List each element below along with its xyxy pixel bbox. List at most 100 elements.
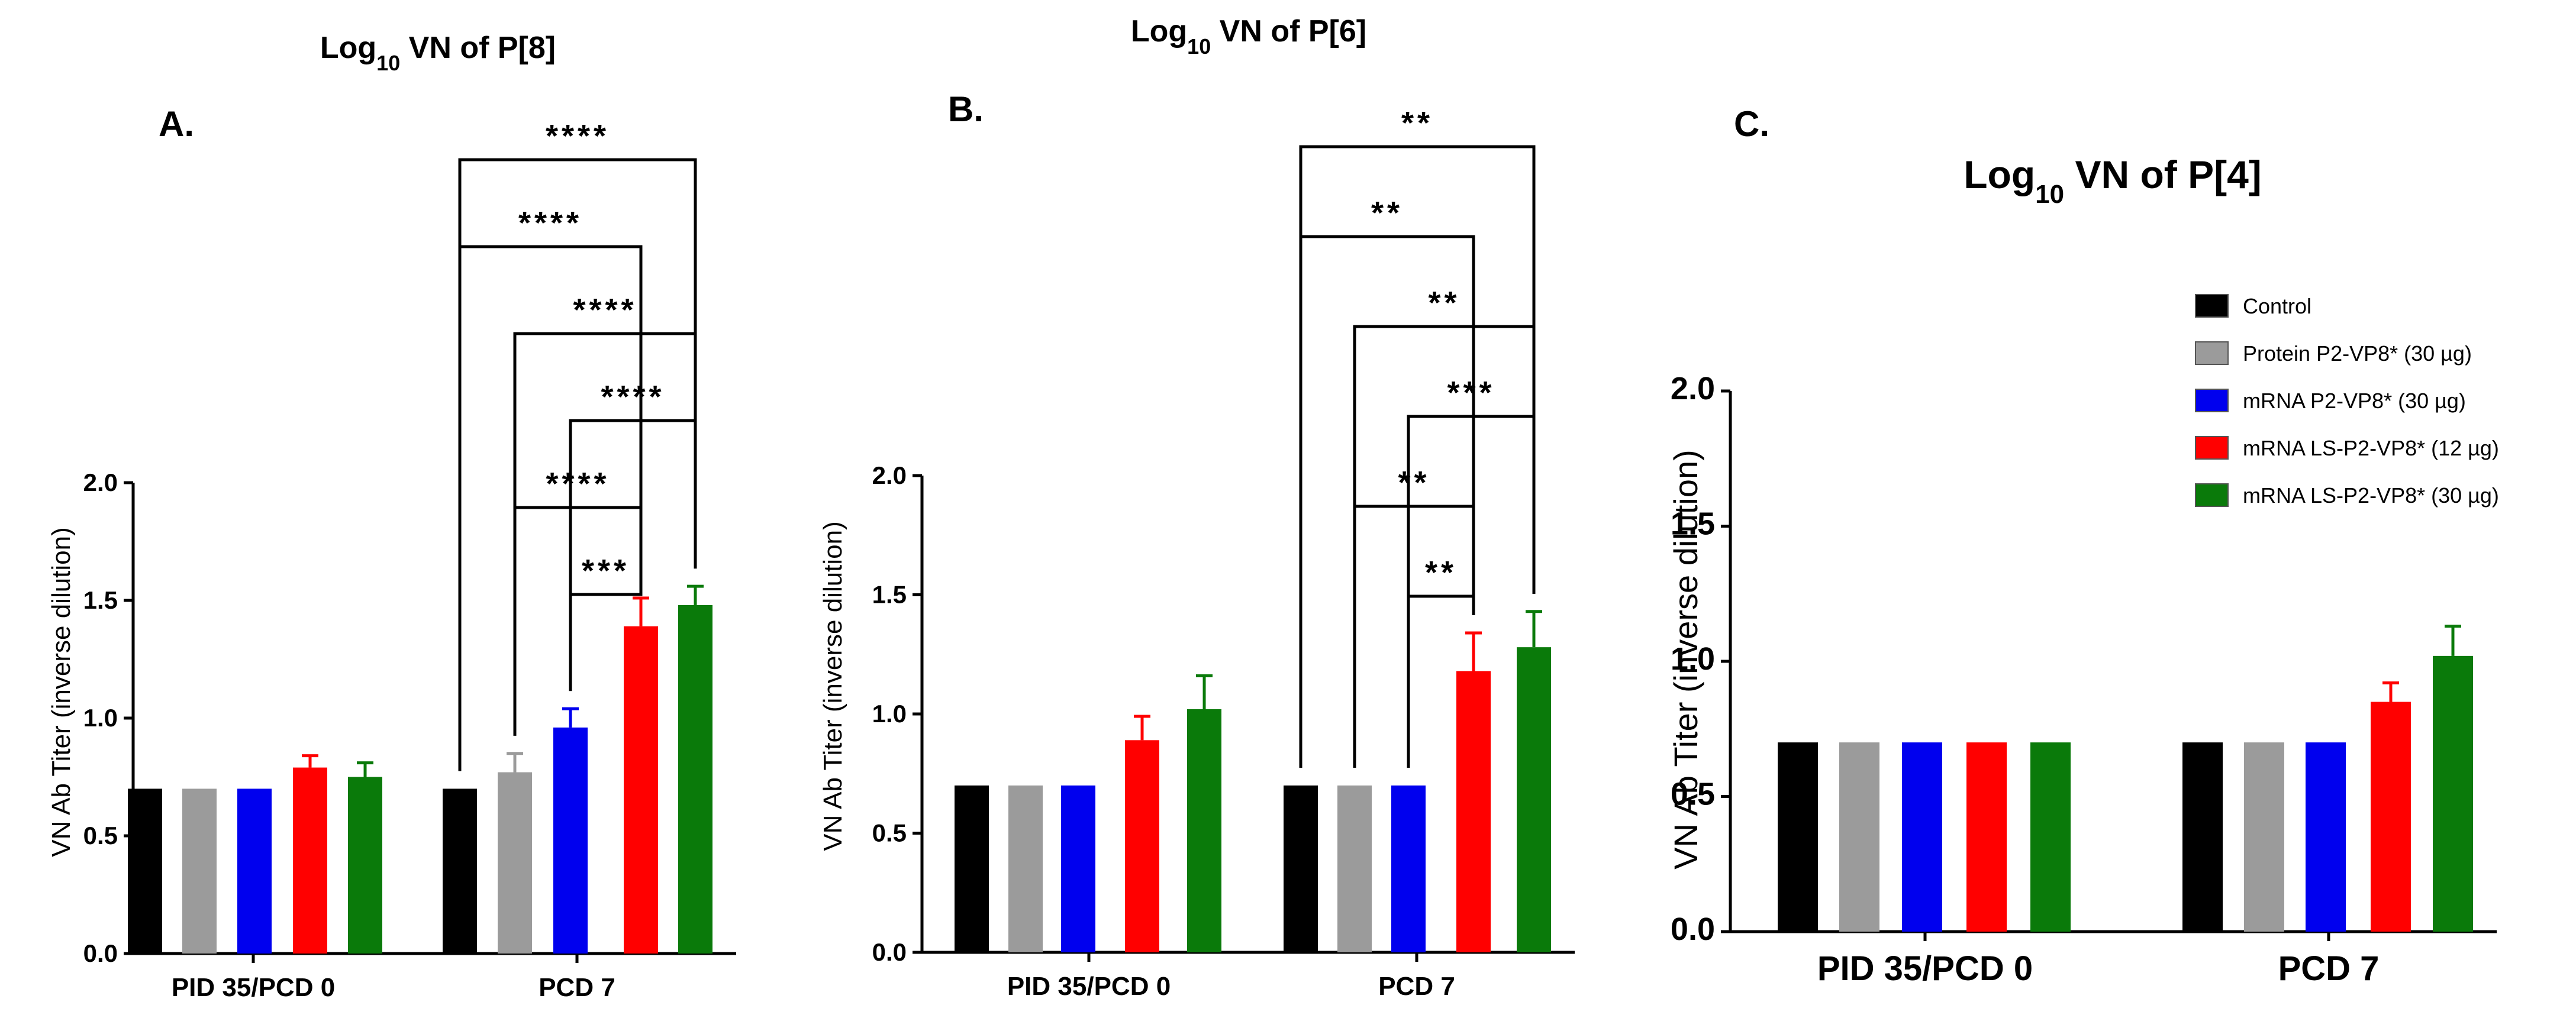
significance-stars: ** xyxy=(1371,195,1403,231)
chart-title: Log10 VN of P[4] xyxy=(1964,153,2262,209)
y-tick-label: 2.0 xyxy=(1671,371,1715,406)
chart-title: Log10 VN of P[8] xyxy=(320,31,556,75)
bar-2-1 xyxy=(1391,785,1426,952)
y-tick-label: 0.5 xyxy=(1671,777,1715,812)
bar-3-1 xyxy=(2371,702,2411,932)
legend-label: Control xyxy=(2243,294,2311,318)
panel-label: B. xyxy=(948,89,984,129)
chart-panel-c: Log10 VN of P[4] C. VN Ab Titer (inverse d… xyxy=(1667,104,2497,988)
bar-0-0 xyxy=(955,785,989,952)
significance-bracket xyxy=(1353,325,1536,768)
panel-label: C. xyxy=(1734,104,1769,144)
x-category-label: PCD 7 xyxy=(2278,949,2380,988)
bar-2-1 xyxy=(553,727,588,954)
y-axis-label: VN Ab Titer (inverse dilution) xyxy=(1667,450,1704,870)
bar-0-0 xyxy=(128,788,162,954)
significance-stars: ** xyxy=(1425,555,1457,590)
significance-stars: **** xyxy=(546,466,610,502)
bar-0-1 xyxy=(1284,785,1318,952)
y-tick-label: 0.5 xyxy=(83,822,118,849)
significance-stars: **** xyxy=(546,118,610,154)
x-category-label: PID 35/PCD 0 xyxy=(1007,972,1171,1001)
y-tick-label: 0.5 xyxy=(872,819,907,847)
significance-stars: *** xyxy=(582,553,630,589)
y-tick-label: 1.5 xyxy=(83,586,118,614)
significance-bracket xyxy=(569,419,697,691)
x-category-label: PID 35/PCD 0 xyxy=(1817,949,2033,988)
significance-bracket xyxy=(1407,594,1475,768)
significance-stars: ** xyxy=(1401,105,1433,141)
significance-bracket xyxy=(1407,415,1536,768)
legend-swatch xyxy=(2195,341,2229,365)
bar-4-0 xyxy=(2030,742,2071,932)
x-category-label: PID 35/PCD 0 xyxy=(172,973,335,1002)
bar-4-0 xyxy=(348,777,382,954)
y-tick-label: 0.0 xyxy=(872,938,907,966)
legend-swatch xyxy=(2195,436,2229,460)
significance-bracket xyxy=(513,506,643,736)
y-tick-label: 2.0 xyxy=(83,468,118,496)
chart-panel-b: Log10 VN of P[6] B. VN Ab Titer (inverse d… xyxy=(818,14,1575,1001)
bar-4-1 xyxy=(2433,655,2473,932)
bar-3-1 xyxy=(1456,671,1491,952)
chart-title-post: VN of P[4] xyxy=(2064,153,2262,196)
y-tick-label: 1.0 xyxy=(1671,641,1715,677)
chart-title-subscript: 10 xyxy=(2035,180,2064,209)
chart-title-pre: Log xyxy=(1964,153,2035,196)
bar-2-0 xyxy=(237,788,272,954)
bar-1-1 xyxy=(2244,742,2284,932)
y-tick-label: 2.0 xyxy=(872,461,907,489)
legend-label: mRNA P2-VP8* (30 µg) xyxy=(2243,389,2466,413)
bar-3-0 xyxy=(1125,740,1159,952)
y-tick-label: 1.5 xyxy=(872,581,907,609)
y-tick-label: 0.0 xyxy=(83,939,118,967)
chart-title-pre: Log xyxy=(320,31,376,65)
bar-4-1 xyxy=(678,605,712,954)
bar-3-1 xyxy=(624,626,658,954)
y-tick-label: 0.0 xyxy=(1671,912,1715,947)
significance-bracket xyxy=(569,580,643,691)
legend-label: mRNA LS-P2-VP8* (30 µg) xyxy=(2243,483,2499,508)
chart-title-subscript: 10 xyxy=(1187,34,1211,59)
y-tick-label: 1.0 xyxy=(872,700,907,728)
bar-2-1 xyxy=(2306,742,2346,932)
y-axis-label: VN Ab Titer (inverse dilution) xyxy=(47,527,76,857)
bar-1-1 xyxy=(498,772,532,954)
bar-3-0 xyxy=(1966,742,2007,932)
legend: Control Protein P2-VP8* (30 µg) mRNA P2-VP… xyxy=(2195,294,2499,508)
significance-stars: **** xyxy=(601,379,665,415)
significance-bracket xyxy=(458,245,643,771)
bar-0-0 xyxy=(1778,742,1818,932)
significance-bracket xyxy=(1299,235,1475,768)
bar-2-0 xyxy=(1902,742,1942,932)
bar-1-0 xyxy=(1839,742,1879,932)
bar-2-0 xyxy=(1061,785,1095,952)
significance-stars: **** xyxy=(573,292,637,328)
bar-1-0 xyxy=(1008,785,1043,952)
y-axis-label: VN Ab Titer (inverse dilution) xyxy=(818,521,847,851)
legend-swatch xyxy=(2195,294,2229,318)
significance-bracket xyxy=(1299,145,1536,768)
chart-title: Log10 VN of P[6] xyxy=(1131,14,1366,59)
bar-1-1 xyxy=(1337,785,1372,952)
chart-title-pre: Log xyxy=(1131,14,1187,49)
bar-1-0 xyxy=(182,788,217,954)
legend-label: Protein P2-VP8* (30 µg) xyxy=(2243,341,2472,366)
chart-title-subscript: 10 xyxy=(376,51,400,75)
panel-label: A. xyxy=(159,104,194,144)
significance-stars: **** xyxy=(518,205,582,241)
x-category-label: PCD 7 xyxy=(539,973,615,1002)
legend-swatch xyxy=(2195,389,2229,412)
legend-swatch xyxy=(2195,483,2229,507)
significance-stars: ** xyxy=(1428,285,1460,321)
significance-stars: ** xyxy=(1398,465,1430,500)
chart-title-post: VN of P[8] xyxy=(400,31,556,65)
chart-title-post: VN of P[6] xyxy=(1211,14,1366,49)
panels: Log10 VN of P[8]A.VN Ab Titer (inverse d… xyxy=(47,14,2497,1002)
chart-panel-a: Log10 VN of P[8] A. VN Ab Titer (inverse d… xyxy=(47,31,736,1002)
bar-0-1 xyxy=(443,788,477,954)
bar-4-1 xyxy=(1517,647,1551,952)
legend-label: mRNA LS-P2-VP8* (12 µg) xyxy=(2243,436,2499,460)
significance-bracket xyxy=(458,158,697,771)
